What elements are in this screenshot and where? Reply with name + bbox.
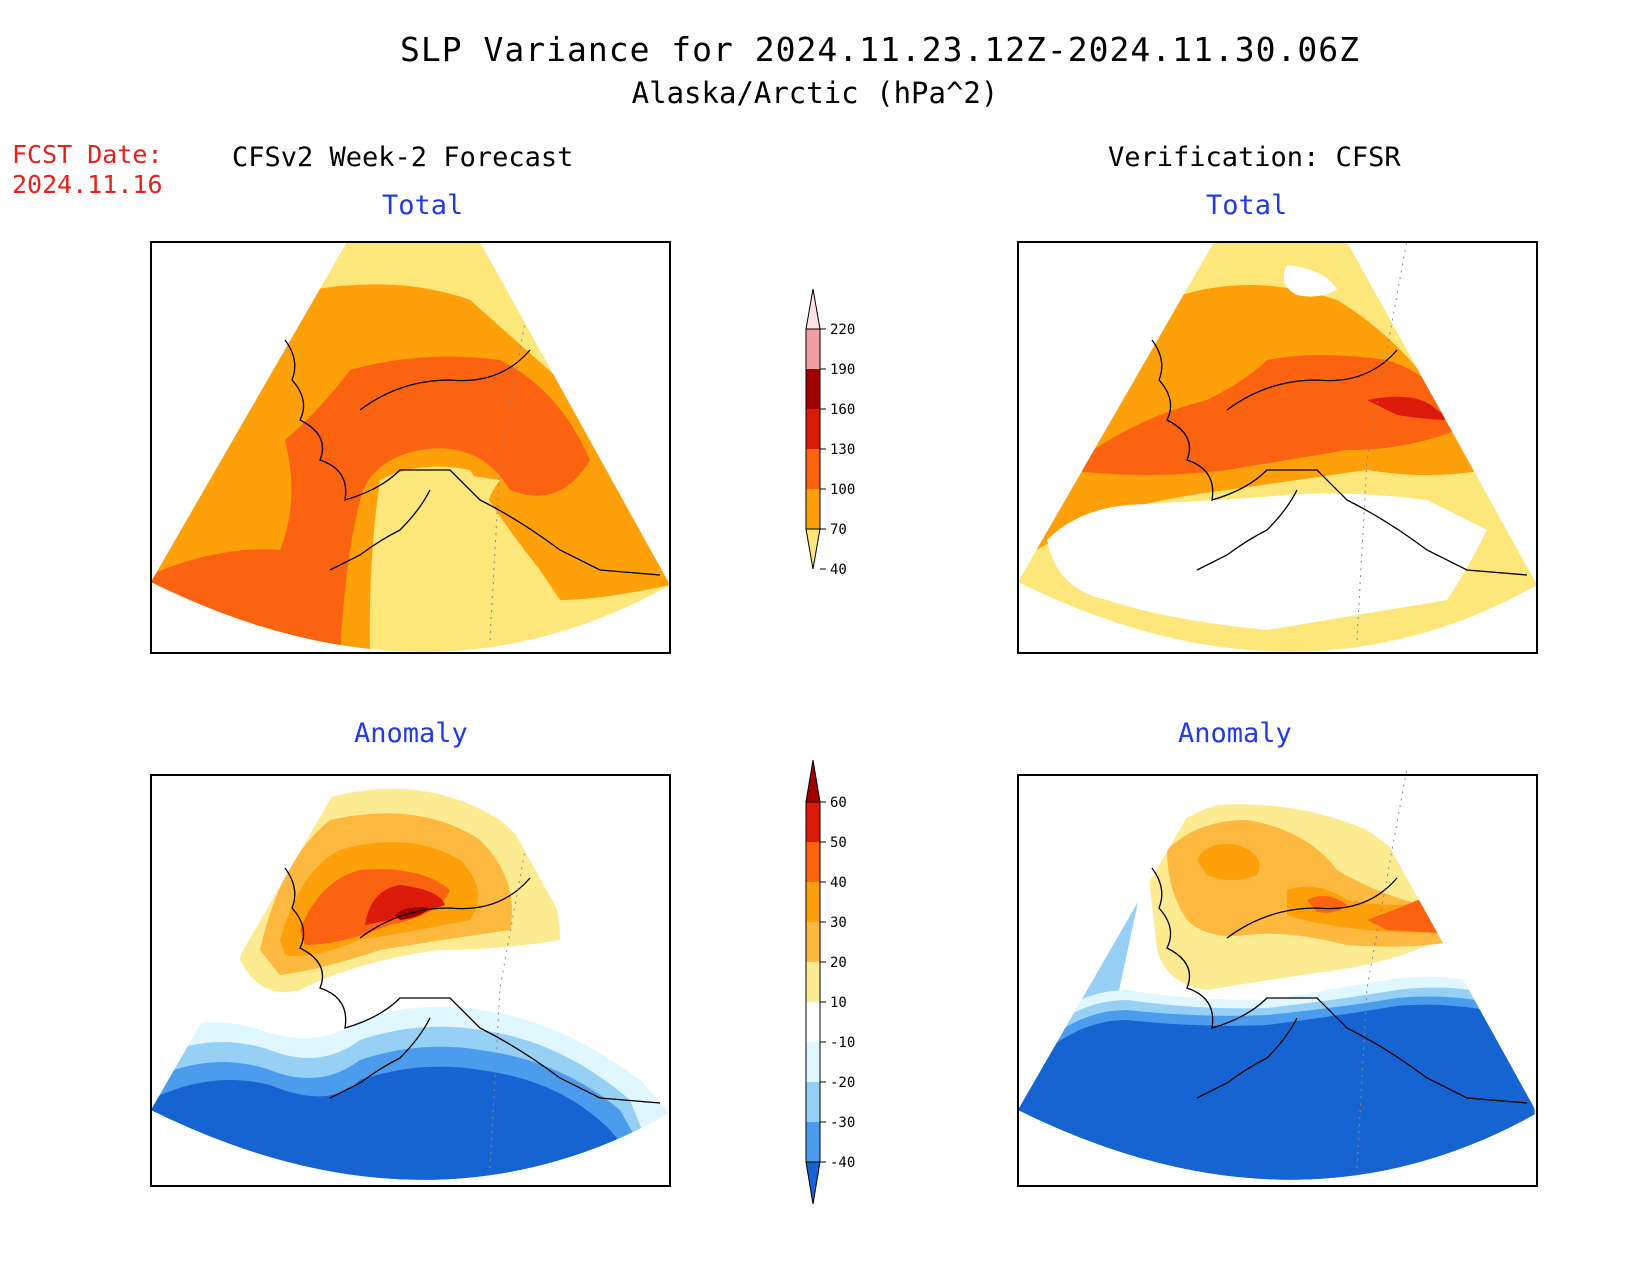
cbar-anom-label: 40 [830, 875, 847, 891]
cbar-total-label: 160 [830, 402, 855, 418]
cbar-anom-label: 20 [830, 955, 847, 971]
verification-anomaly-frame [1017, 774, 1538, 1187]
forecast-anomaly-label: Anomaly [354, 718, 468, 749]
verification-total-frame [1017, 241, 1538, 654]
cbar-anom-swatch [806, 962, 820, 1002]
coastlines [284, 339, 1528, 1104]
forecast-anomaly-panel [151, 770, 670, 1180]
cbar-anom-label: 60 [830, 795, 847, 811]
chart-subtitle: Alaska/Arctic (hPa^2) [631, 76, 999, 110]
cbar-anom-swatch [806, 842, 820, 882]
cbar-total-top-arrow [805, 288, 821, 330]
cbar-total-label: 40 [830, 562, 847, 578]
cbar-anom-label: 50 [830, 835, 847, 851]
forecast-total-frame [150, 241, 671, 654]
cbar-total-label: 70 [830, 522, 847, 538]
forecast-anomaly-frame [150, 774, 671, 1187]
cbar-anom-swatch [806, 922, 820, 962]
cbar-total-outline [805, 328, 821, 530]
fcst-label: FCST Date: [12, 140, 163, 169]
cbar-anom-bottom-arrow [805, 1161, 821, 1205]
cbar-total-swatch [806, 489, 820, 529]
chart-title: SLP Variance for 2024.11.23.12Z-2024.11.… [400, 30, 1360, 69]
cbar-total-label: 100 [830, 482, 855, 498]
cbar-anom-outline [805, 801, 821, 1163]
forecast-date-label: FCST Date: 2024.11.16 [12, 140, 163, 200]
cbar-anom-swatch [806, 1122, 820, 1162]
cbar-total-label: 190 [830, 362, 855, 378]
cbar-total-swatch [806, 329, 820, 369]
verification-column-header: Verification: CFSR [1108, 142, 1401, 173]
verification-anomaly-panel [1018, 770, 1537, 1180]
cbar-anom-label: 10 [830, 995, 847, 1011]
cbar-anom-swatch [806, 882, 820, 922]
cbar-anom-label: -20 [830, 1075, 855, 1091]
cbar-anom-label: -30 [830, 1115, 855, 1131]
cbar-anom-swatch [806, 1002, 820, 1042]
cbar-total-label: 220 [830, 322, 855, 338]
cbar-total-swatch [806, 449, 820, 489]
cbar-anom-swatch [806, 1082, 820, 1122]
cbar-total-swatch [806, 369, 820, 409]
total-colorbar: 220 190 160 130 100 70 40 [805, 288, 855, 578]
cbar-total-swatch [806, 409, 820, 449]
forecast-column-header: CFSv2 Week-2 Forecast [232, 142, 574, 173]
verification-total-label: Total [1206, 190, 1288, 221]
fcst-date: 2024.11.16 [12, 170, 163, 199]
cbar-total-bottom-arrow [805, 528, 821, 570]
cbar-anom-top-arrow [805, 759, 821, 803]
cbar-anom-swatch [806, 802, 820, 842]
cbar-anom-label: 30 [830, 915, 847, 931]
cbar-anom-swatch [806, 1042, 820, 1082]
cbar-anom-label: -10 [830, 1035, 855, 1051]
cbar-total-label: 130 [830, 442, 855, 458]
verification-total-panel [1018, 242, 1537, 652]
anomaly-colorbar: 60 50 40 30 20 10 -10 -20 -30 -40 [805, 759, 855, 1205]
forecast-total-panel [151, 242, 670, 652]
verification-anomaly-label: Anomaly [1178, 718, 1292, 749]
cbar-anom-label: -40 [830, 1155, 855, 1171]
forecast-total-label: Total [382, 190, 464, 221]
